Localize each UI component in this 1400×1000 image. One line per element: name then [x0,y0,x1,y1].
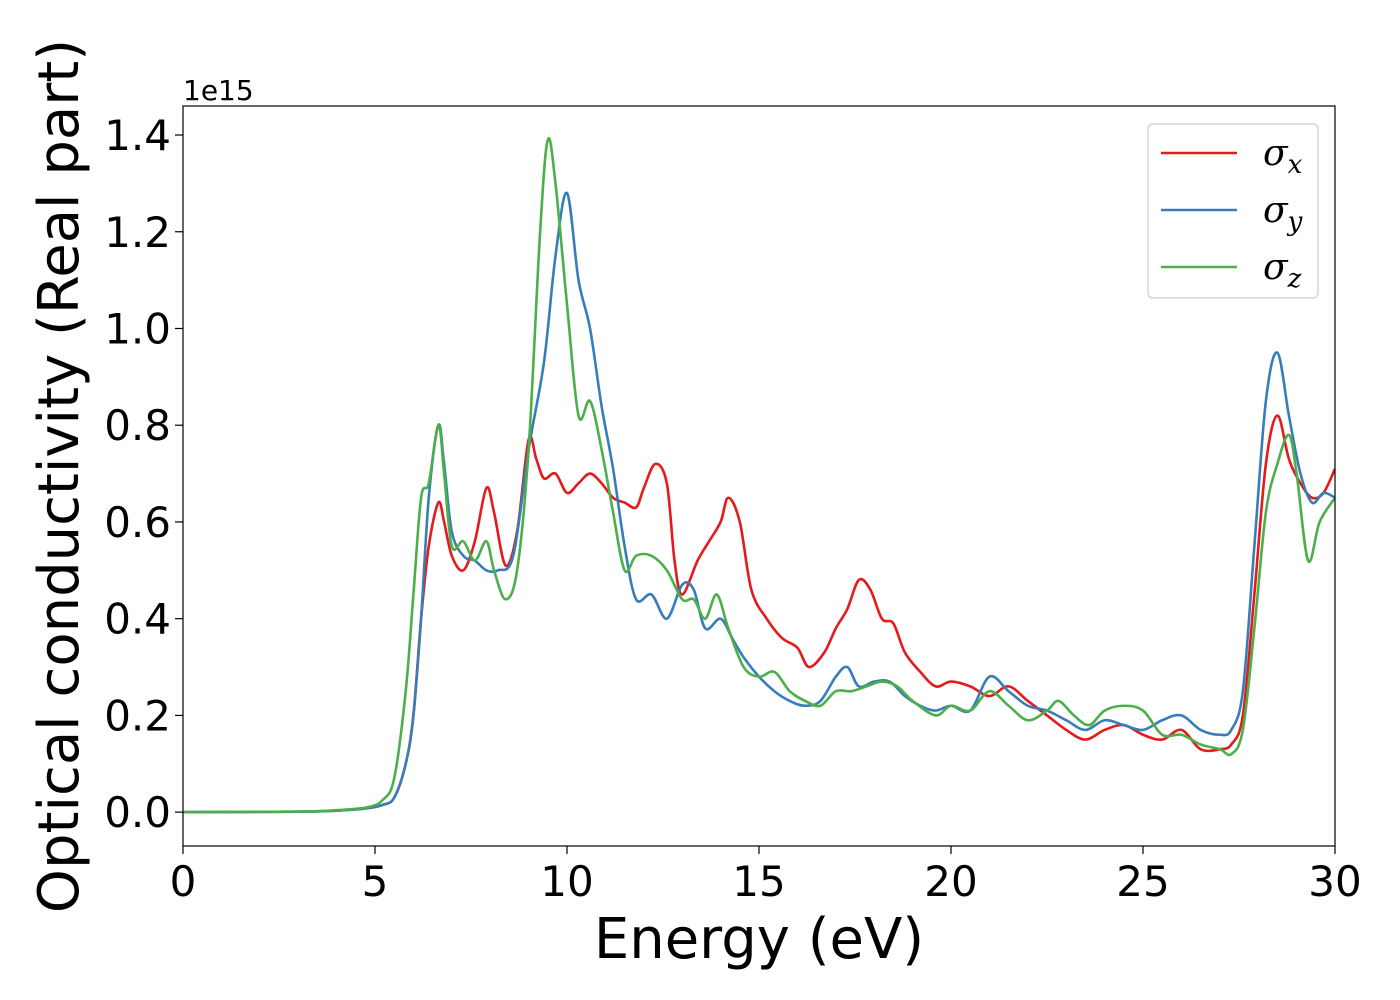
y-axis-label: Optical conductivity (Real part) [27,39,92,913]
y-tick-label: 0.4 [104,595,171,644]
legend-label-y: σy [1263,190,1303,237]
series-line-z [183,136,1335,814]
legend: σx σy σz [1147,123,1319,299]
x-tick-label: 5 [362,857,389,906]
y-tick-label: 0.0 [104,788,171,837]
y-tick-label: 0.8 [104,401,171,450]
legend-entries: σx σy σz [1161,133,1303,294]
x-tick-label: 20 [924,857,977,906]
x-tick-label: 15 [732,857,785,906]
y-tick-label: 1.4 [104,111,171,160]
series-layer [183,136,1335,814]
x-tick-label: 0 [170,857,197,906]
x-axis-ticks: 0 5 10 15 20 25 30 [170,846,1362,906]
y-offset-label: 1e15 [183,74,254,107]
legend-label-x: σx [1263,133,1303,180]
x-tick-label: 25 [1116,857,1169,906]
y-axis-ticks: 0.0 0.2 0.4 0.6 0.8 1.0 1.2 1.4 [104,111,183,837]
y-tick-label: 0.2 [104,691,171,740]
plot-background [183,106,1335,846]
legend-label-z: σz [1263,247,1302,294]
y-tick-label: 1.0 [104,304,171,353]
x-tick-label: 10 [540,857,593,906]
y-tick-label: 0.6 [104,498,171,547]
x-axis-label: Energy (eV) [594,907,924,972]
y-tick-label: 1.2 [104,208,171,257]
x-tick-label: 30 [1308,857,1361,906]
